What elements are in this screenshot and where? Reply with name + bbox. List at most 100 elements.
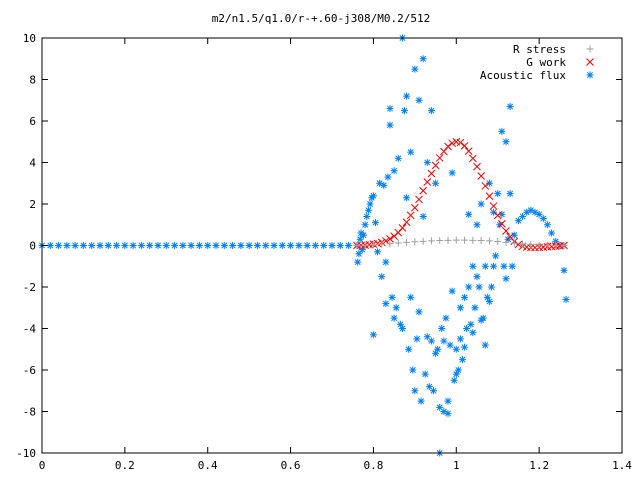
data-point	[444, 142, 452, 151]
data-point	[378, 273, 386, 281]
data-point	[481, 341, 489, 349]
data-point	[531, 208, 539, 216]
data-point	[220, 242, 228, 249]
data-point	[485, 298, 493, 306]
data-point	[63, 242, 71, 249]
data-point	[137, 242, 145, 249]
data-point	[459, 356, 466, 364]
data-point	[372, 219, 379, 227]
data-point	[287, 242, 295, 249]
data-point	[417, 397, 425, 405]
data-point	[465, 283, 473, 291]
x-tick-label: 1.2	[529, 459, 549, 472]
data-point	[562, 295, 570, 303]
data-point	[411, 387, 419, 395]
data-point	[508, 262, 516, 270]
data-point	[88, 242, 96, 249]
data-point	[469, 329, 477, 337]
x-tick-label: 1.4	[612, 459, 632, 472]
data-point	[527, 206, 535, 214]
data-point	[278, 242, 286, 249]
data-point	[295, 242, 303, 249]
data-point	[465, 210, 473, 218]
data-point	[510, 239, 518, 247]
y-tick-label: 6	[29, 115, 36, 128]
data-point	[475, 283, 483, 291]
data-point	[394, 239, 402, 247]
data-point	[303, 242, 311, 249]
data-point	[423, 159, 431, 166]
data-point	[450, 376, 458, 384]
data-point	[498, 210, 506, 218]
data-point	[403, 92, 411, 100]
data-point	[398, 325, 406, 332]
data-point	[411, 203, 419, 212]
legend-label: Acoustic flux	[480, 69, 566, 82]
data-point	[245, 242, 253, 249]
data-point	[463, 325, 471, 332]
data-point	[386, 121, 394, 129]
data-point	[527, 241, 535, 249]
y-tick-label: 8	[29, 74, 36, 87]
series-g-work	[353, 137, 568, 252]
data-point	[403, 238, 411, 246]
data-point	[406, 211, 415, 220]
data-point	[552, 242, 560, 249]
data-point	[502, 238, 510, 246]
data-point	[353, 242, 361, 249]
series-acoustic-flux	[38, 34, 570, 457]
data-point	[413, 335, 421, 343]
data-point	[356, 235, 364, 243]
data-point	[79, 242, 87, 249]
data-point	[415, 96, 423, 104]
data-point	[388, 293, 396, 301]
data-point	[543, 241, 551, 249]
data-point	[425, 383, 433, 391]
data-point	[514, 217, 522, 225]
data-point	[336, 242, 344, 249]
data-point	[448, 139, 456, 148]
data-point	[380, 181, 388, 189]
data-point	[448, 287, 456, 295]
chart-title: m2/n1.5/q1.0/r-+.60-j308/M0.2/512	[212, 12, 431, 25]
data-point	[477, 316, 485, 324]
data-point	[398, 224, 407, 232]
data-point	[481, 182, 490, 190]
y-tick-label: -4	[23, 323, 37, 336]
data-point	[354, 258, 362, 266]
data-point	[510, 231, 518, 239]
data-point	[361, 241, 369, 249]
data-point	[519, 240, 527, 248]
data-point	[500, 262, 508, 270]
data-point	[394, 154, 402, 162]
data-point	[46, 242, 54, 249]
data-point	[560, 242, 568, 249]
data-point	[514, 240, 523, 249]
data-point	[436, 403, 444, 411]
data-point	[469, 236, 477, 244]
data-point	[483, 293, 491, 301]
data-point	[519, 212, 527, 220]
data-point	[407, 293, 415, 301]
data-point	[419, 186, 427, 195]
series-r-stress	[353, 236, 568, 249]
data-point	[481, 262, 489, 270]
data-point	[390, 167, 398, 175]
data-point	[363, 212, 371, 220]
data-point	[229, 242, 237, 249]
data-point	[471, 304, 479, 312]
data-point	[212, 242, 220, 249]
data-point	[358, 246, 366, 254]
data-point	[494, 238, 502, 246]
data-point	[456, 335, 464, 343]
data-point	[419, 212, 427, 220]
data-point	[411, 238, 419, 246]
data-point	[460, 142, 469, 150]
data-point	[369, 241, 377, 249]
data-point	[386, 240, 394, 248]
data-point	[129, 242, 137, 249]
data-point	[423, 333, 431, 341]
x-tick-label: 0.6	[281, 459, 301, 472]
data-point	[485, 237, 493, 245]
data-point	[488, 283, 495, 291]
